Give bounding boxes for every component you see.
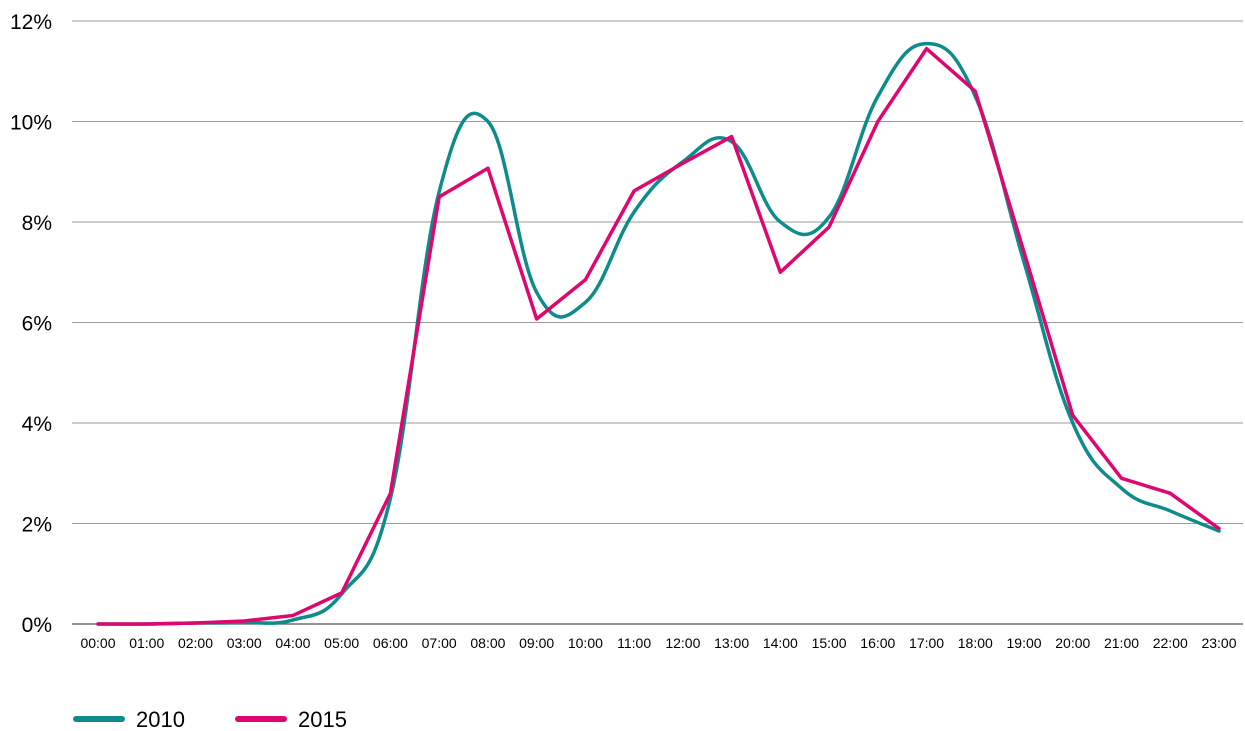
x-tick-label: 10:00 bbox=[568, 635, 603, 651]
x-tick-label: 21:00 bbox=[1104, 635, 1139, 651]
x-tick-label: 19:00 bbox=[1007, 635, 1042, 651]
x-tick-label: 23:00 bbox=[1201, 635, 1236, 651]
y-tick-label: 6% bbox=[22, 313, 52, 336]
x-tick-label: 06:00 bbox=[373, 635, 408, 651]
series-line-2010 bbox=[96, 41, 1221, 626]
x-tick-label: 09:00 bbox=[519, 635, 554, 651]
legend-label: 2010 bbox=[136, 707, 185, 731]
x-tick-label: 05:00 bbox=[324, 635, 359, 651]
x-tick-label: 01:00 bbox=[129, 635, 164, 651]
y-tick-label: 8% bbox=[22, 212, 52, 235]
gridlines bbox=[72, 20, 1243, 625]
x-tick-label: 22:00 bbox=[1153, 635, 1188, 651]
series-lines bbox=[96, 41, 1221, 626]
legend-item-2015: 2015 bbox=[235, 707, 347, 731]
x-tick-label: 18:00 bbox=[958, 635, 993, 651]
x-tick-label: 00:00 bbox=[80, 635, 115, 651]
x-tick-label: 03:00 bbox=[227, 635, 262, 651]
x-tick-label: 20:00 bbox=[1055, 635, 1090, 651]
y-tick-label: 10% bbox=[10, 112, 52, 135]
legend: 2010 2015 bbox=[73, 707, 347, 731]
y-tick-label: 4% bbox=[22, 413, 52, 436]
legend-label: 2015 bbox=[298, 707, 347, 731]
x-axis-ticks: 00:00 01:00 02:00 03:00 04:00 05:00 06:00 07:00… bbox=[80, 635, 1236, 651]
x-tick-label: 13:00 bbox=[714, 635, 749, 651]
x-tick-label: 08:00 bbox=[470, 635, 505, 651]
x-tick-label: 11:00 bbox=[617, 635, 651, 651]
series-line-2015 bbox=[96, 46, 1221, 626]
x-tick-label: 12:00 bbox=[665, 635, 700, 651]
y-axis-ticks: 0% 2% 4% 6% 8% 10% 12% bbox=[10, 11, 52, 637]
x-tick-label: 07:00 bbox=[422, 635, 457, 651]
legend-item-2010: 2010 bbox=[73, 707, 185, 731]
y-tick-label: 0% bbox=[22, 614, 52, 637]
x-tick-label: 14:00 bbox=[763, 635, 798, 651]
x-tick-label: 15:00 bbox=[812, 635, 847, 651]
y-tick-label: 12% bbox=[10, 11, 52, 34]
x-tick-label: 16:00 bbox=[860, 635, 895, 651]
x-tick-label: 02:00 bbox=[178, 635, 213, 651]
x-tick-label: 17:00 bbox=[909, 635, 944, 651]
x-tick-label: 04:00 bbox=[275, 635, 310, 651]
y-tick-label: 2% bbox=[22, 514, 52, 537]
